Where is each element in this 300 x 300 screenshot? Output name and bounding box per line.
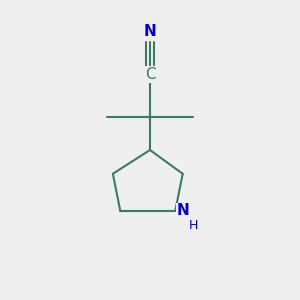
- Text: C: C: [145, 67, 155, 82]
- Text: H: H: [189, 219, 198, 232]
- Text: N: N: [177, 203, 190, 218]
- Text: N: N: [144, 23, 156, 38]
